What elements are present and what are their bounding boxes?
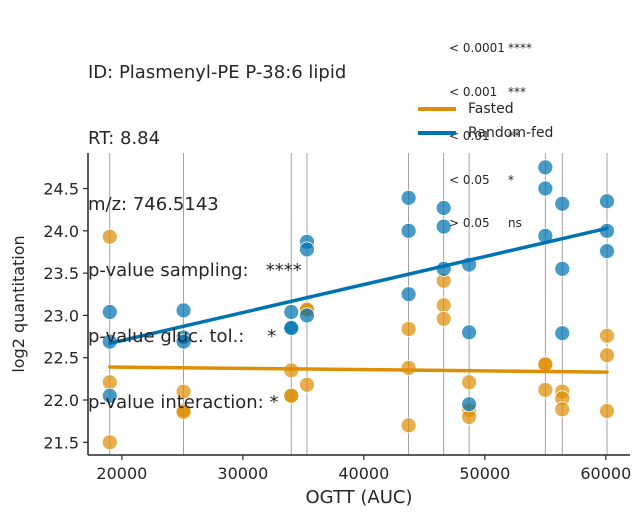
data-point-fasted [599,403,615,419]
data-point-fasted [400,359,417,376]
title-line-rt: RT: 8.84 [88,128,161,149]
data-point-fasted [101,434,118,451]
y-axis-label: log2 quantitation [9,235,28,372]
data-point-random-fed [400,189,417,206]
significance-row: < 0.01 ** [449,129,532,144]
significance-symbol: * [508,172,514,187]
data-point-random-fed [400,286,417,303]
regression-lines [108,226,609,374]
data-point-random-fed [101,387,118,404]
data-point-fasted [101,228,118,245]
data-point-fasted [435,310,452,327]
significance-row: < 0.001 *** [449,85,532,100]
title-line-pvalue-gluc-tol: p-value gluc. tol.: * [88,326,277,347]
data-point-random-fed [599,193,615,210]
data-point-random-fed [554,195,571,212]
y-tick-label: 24.0 [43,222,79,241]
data-point-random-fed [101,304,118,320]
data-point-fasted [299,376,315,393]
significance-legend: < 0.0001 **** < 0.001 *** < 0.01 ** < 0.… [449,12,532,246]
data-point-fasted [599,347,615,364]
data-point-random-fed [554,260,571,277]
data-point-random-fed [435,200,452,216]
series-legend: Fasted Random-fed [418,97,553,145]
significance-symbol: ns [508,216,522,231]
data-point-fasted [175,403,192,420]
data-point-fasted [283,387,300,404]
x-tick-label: 40000 [338,464,389,483]
title-line-pvalue-sampling: p-value sampling: **** [88,260,302,281]
data-point-fasted [599,327,615,344]
data-point-random-fed [400,222,417,239]
significance-row: < 0.05 * [449,173,532,188]
y-tick-label: 22.0 [43,391,79,410]
y-tick-label: 23.0 [43,306,79,325]
x-tick-label: 60000 [580,464,631,483]
data-point-random-fed [599,243,615,260]
data-point-random-fed [537,180,554,197]
x-tick-label: 50000 [459,464,510,483]
significance-symbol: **** [508,41,532,56]
data-point-random-fed [283,320,300,337]
data-point-random-fed [554,325,571,342]
data-point-random-fed [175,333,192,350]
title-line-id: ID: Plasmenyl-PE P-38:6 lipid [88,62,347,83]
data-point-fasted [175,383,192,400]
title-line-pvalue-interaction: p-value interaction: * [88,392,279,413]
fit-line-fasted [108,365,609,374]
x-tick-label: 30000 [217,464,268,483]
significance-symbol: ** [508,128,520,143]
legend-label-random-fed: Random-fed [468,125,554,141]
x-ticks: 20000 30000 40000 50000 60000 [96,455,631,483]
y-tick-label: 23.5 [43,264,79,283]
data-point-fasted [554,401,571,418]
data-point-random-fed [299,241,315,258]
y-tick-label: 21.5 [43,433,79,452]
data-point-fasted [400,417,417,434]
fit-line-random-fed [108,226,609,346]
data-point-fasted [537,381,554,398]
title-line-mz: m/z: 746.5143 [88,194,219,215]
axes [87,153,630,456]
significance-row: > 0.05 ns [449,216,532,231]
data-point-fasted [400,321,417,337]
significance-threshold: < 0.05 [449,172,490,187]
legend-swatch-fasted [418,107,456,111]
data-point-random-fed [461,324,477,341]
chart-title-block: ID: Plasmenyl-PE P-38:6 lipid RT: 8.84 m… [88,18,346,436]
significance-symbol: *** [508,84,526,99]
data-point-fasted [461,374,477,391]
y-ticks: 21.5 22.0 22.5 23.0 23.5 24.0 24.5 [43,180,88,452]
legend-swatch-random-fed [418,131,456,135]
x-axis-label: OGTT (AUC) [306,487,413,508]
legend-label-fasted: Fasted [468,101,514,117]
significance-threshold: < 0.01 [449,128,490,143]
data-point-random-fed [435,218,452,235]
y-tick-label: 22.5 [43,349,79,368]
data-point-random-fed [461,396,477,413]
data-point-fasted [435,297,452,314]
x-tick-label: 20000 [96,464,147,483]
data-point-random-fed [537,159,554,176]
legend-item-random-fed: Random-fed [418,121,553,145]
y-tick-label: 24.5 [43,180,79,199]
significance-threshold: < 0.0001 [449,41,505,56]
data-point-random-fed [299,307,315,324]
significance-row: < 0.0001 **** [449,41,532,56]
significance-threshold: > 0.05 [449,216,490,231]
significance-threshold: < 0.001 [449,84,498,99]
data-point-random-fed [175,302,192,319]
legend-item-fasted: Fasted [418,97,553,121]
